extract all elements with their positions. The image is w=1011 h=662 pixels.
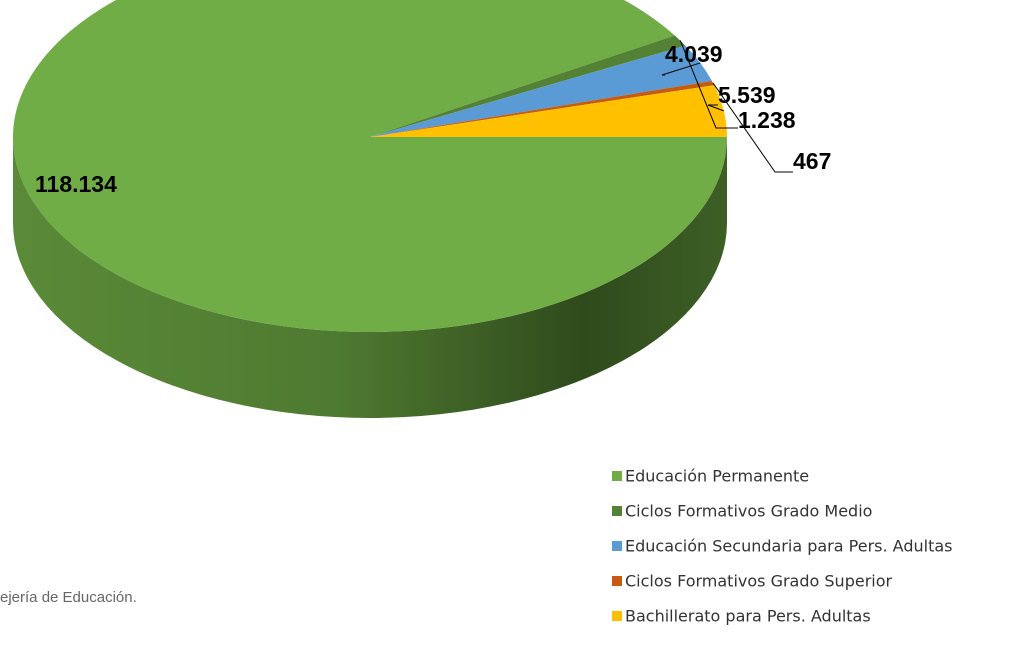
pie-slice xyxy=(370,35,686,137)
slice-side xyxy=(13,137,727,418)
legend-label: Educación Secundaria para Pers. Adultas xyxy=(625,537,952,556)
data-label: 467 xyxy=(793,148,831,174)
data-label: 1.238 xyxy=(738,107,796,133)
leader-line xyxy=(707,104,724,112)
pie-slice xyxy=(370,85,727,137)
pie-sides xyxy=(13,137,727,418)
data-label: 118.134 xyxy=(35,171,117,197)
data-label: 4.039 xyxy=(665,41,723,67)
legend-label: Ciclos Formativos Grado Medio xyxy=(625,502,872,521)
legend-swatch xyxy=(612,471,622,481)
legend-label: Bachillerato para Pers. Adultas xyxy=(625,607,871,626)
leader-line xyxy=(679,40,738,129)
leader-line xyxy=(661,62,701,76)
pie-slice xyxy=(370,45,712,138)
legend-swatch xyxy=(612,611,622,621)
leader-line xyxy=(712,82,793,173)
source-note: ejería de Educación. xyxy=(0,589,137,606)
pie-slice xyxy=(370,80,715,137)
legend-label: Educación Permanente xyxy=(625,467,809,486)
legend-swatch xyxy=(612,506,622,516)
legend-label: Ciclos Formativos Grado Superior xyxy=(625,572,893,591)
legend-swatch xyxy=(612,541,622,551)
data-label: 5.539 xyxy=(718,82,776,108)
legend-swatch xyxy=(612,576,622,586)
pie-slice xyxy=(13,0,727,332)
